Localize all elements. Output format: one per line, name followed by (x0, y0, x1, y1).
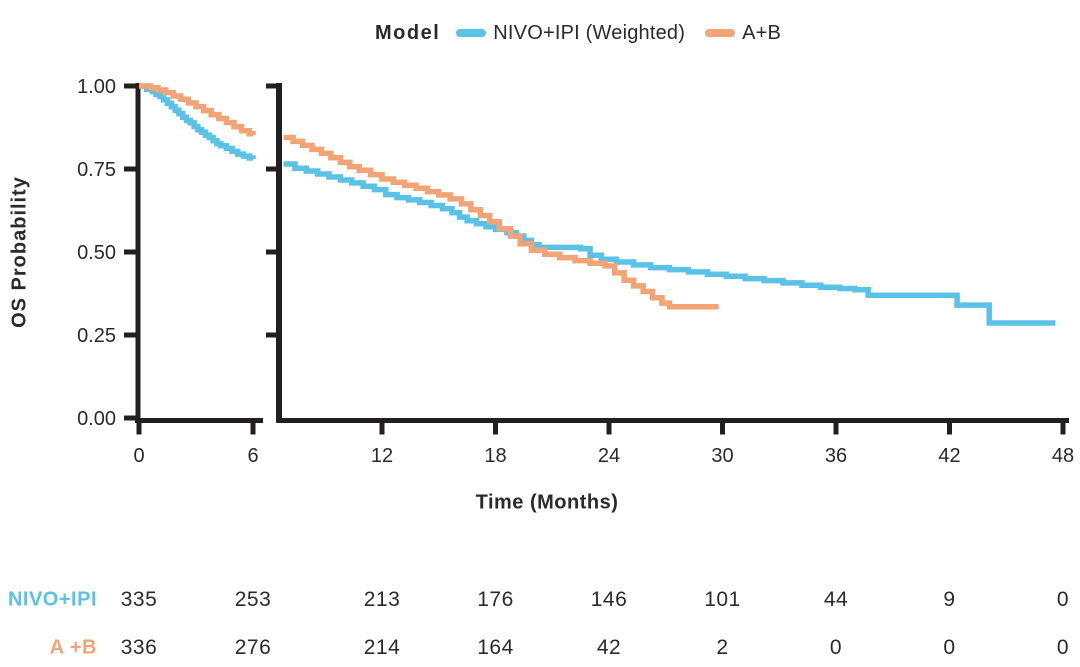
risk-count: 0 (829, 636, 843, 659)
x-tick-label: 6 (247, 445, 258, 467)
risk-count: 276 (234, 636, 272, 659)
nivo-ipi-weighted-survival-curve-main-panel (283, 161, 1056, 326)
y-tick-label: 0.25 (77, 325, 116, 347)
legend-label-a-plus-b: A+B (742, 21, 782, 44)
risk-row-label-a-plus-b: A +B (49, 636, 97, 659)
x-axis-title: Time (Months) (475, 491, 619, 514)
x-tick-label: 12 (371, 445, 393, 467)
risk-count: 9 (943, 588, 956, 611)
y-tick-label: 0.75 (77, 159, 116, 181)
risk-count: 164 (477, 636, 514, 659)
y-tick-label: 0.00 (77, 408, 116, 430)
risk-count: 0 (1056, 588, 1070, 611)
a-plus-b-survival-curve-left-panel (139, 83, 256, 137)
x-tick-label: 18 (484, 445, 506, 467)
risk-count: 213 (363, 588, 401, 611)
risk-count: 176 (477, 588, 514, 611)
legend-label-nivo-ipi-weighted: NIVO+IPI (Weighted) (493, 21, 686, 44)
y-tick-label: 1.00 (77, 76, 116, 98)
risk-count: 253 (234, 588, 272, 611)
legend-item-nivo-ipi-weighted: NIVO+IPI (Weighted) (456, 22, 685, 45)
x-tick-label: 42 (938, 445, 960, 467)
risk-count: 2 (716, 636, 729, 659)
risk-count: 0 (1056, 636, 1070, 659)
legend-title: Model (375, 21, 441, 44)
y-tick-label: 0.50 (77, 242, 116, 264)
x-tick-label: 30 (711, 445, 733, 467)
a-plus-b-line-swatch-icon (705, 29, 736, 37)
x-tick-label: 0 (133, 445, 144, 467)
risk-count: 44 (823, 588, 849, 611)
nivo-ipi-weighted-line-swatch-icon (456, 29, 487, 37)
risk-count: 335 (120, 588, 158, 611)
risk-count: 336 (120, 636, 158, 659)
risk-count: 0 (943, 636, 956, 659)
a-plus-b-survival-curve-main-panel (283, 134, 719, 310)
x-tick-label: 24 (598, 445, 620, 467)
legend: Model NIVO+IPI (Weighted) A+B (375, 20, 801, 46)
x-tick-label: 36 (825, 445, 847, 467)
x-tick-label: 48 (1052, 445, 1074, 467)
risk-count: 42 (596, 636, 622, 659)
risk-count: 101 (704, 588, 741, 611)
risk-count: 146 (590, 588, 628, 611)
nivo-ipi-weighted-survival-curve-left-panel (139, 83, 256, 161)
risk-row-label-nivo-ipi: NIVO+IPI (7, 588, 97, 611)
legend-item-a-plus-b: A+B (705, 22, 781, 45)
risk-count: 214 (363, 636, 401, 659)
